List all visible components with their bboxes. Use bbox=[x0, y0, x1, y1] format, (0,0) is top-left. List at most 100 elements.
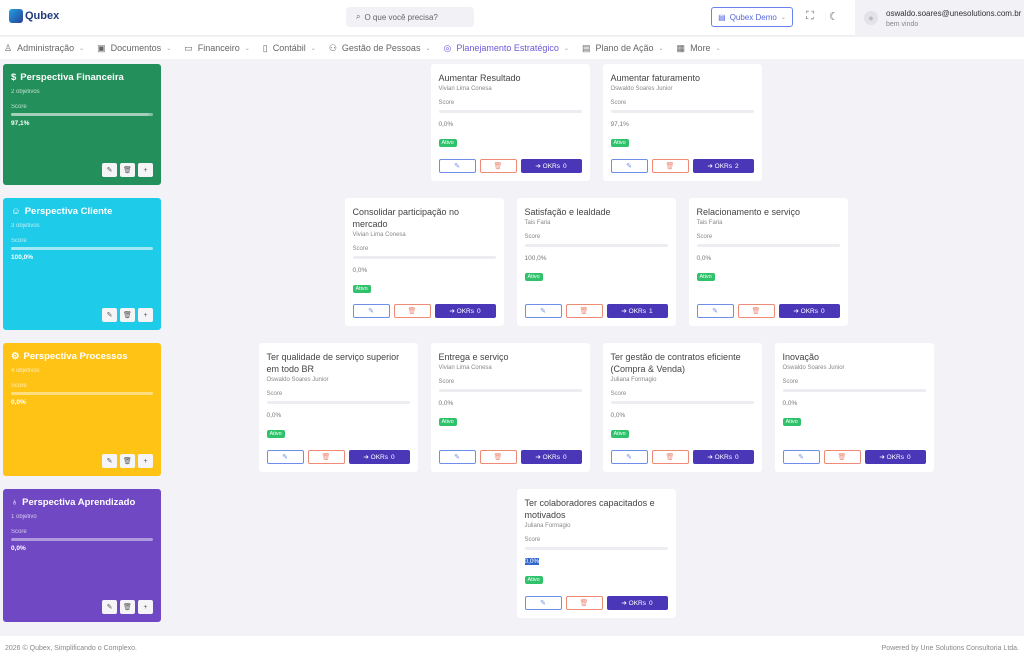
edit-button[interactable]: ✎ bbox=[782, 450, 820, 464]
fullscreen-icon[interactable]: ⛶ bbox=[806, 10, 814, 22]
score-bar bbox=[352, 256, 496, 259]
objective-card: Ter qualidade de serviço superior em tod… bbox=[258, 343, 418, 472]
okrs-button[interactable]: ➔ OKRs 0 bbox=[434, 304, 496, 318]
delete-button[interactable]: 🗑 bbox=[479, 159, 517, 173]
objectives-list: Ter qualidade de serviço superior em tod… bbox=[161, 343, 1021, 476]
search-input[interactable]: ⌕ O que você precisa? bbox=[346, 7, 474, 27]
edit-button[interactable]: ✎ bbox=[610, 159, 648, 173]
status-row: Ativo bbox=[352, 277, 496, 295]
delete-button[interactable]: 🗑 bbox=[120, 454, 135, 468]
nav-item-gest-o-de-pessoas[interactable]: ⚇ Gestão de Pessoas ⌄ bbox=[329, 43, 431, 54]
delete-button[interactable]: 🗑 bbox=[393, 304, 431, 318]
edit-button[interactable]: ✎ bbox=[102, 308, 117, 322]
edit-button[interactable]: ✎ bbox=[610, 450, 648, 464]
user-menu[interactable]: ● oswaldo.soares@unesolutions.com.br bem v… bbox=[855, 0, 1024, 36]
score-bar-fill bbox=[11, 113, 149, 116]
status-row: Ativo bbox=[266, 422, 410, 440]
delete-button[interactable]: 🗑 bbox=[651, 450, 689, 464]
okrs-button[interactable]: ➔ OKRs 0 bbox=[692, 450, 754, 464]
objective-owner: Juliana Formagio bbox=[610, 377, 657, 383]
nav-item-label: Contábil bbox=[272, 43, 306, 53]
score-bar bbox=[11, 392, 153, 395]
edit-button[interactable]: ✎ bbox=[102, 163, 117, 177]
delete-button[interactable]: 🗑 bbox=[651, 159, 689, 173]
objective-card: Ter gestão de contratos eficiente (Compr… bbox=[602, 343, 762, 472]
arrow-right-icon: ➔ bbox=[707, 454, 715, 461]
status-badge: Ativo bbox=[524, 273, 543, 281]
score-row: 0,0% bbox=[697, 247, 840, 265]
objective-title[interactable]: Relacionamento e serviço bbox=[696, 207, 801, 217]
okrs-button[interactable]: ➔ OKRs 0 bbox=[778, 304, 840, 318]
edit-button[interactable]: ✎ bbox=[266, 450, 304, 464]
edit-button[interactable]: ✎ bbox=[102, 454, 117, 468]
arrow-right-icon: ➔ bbox=[535, 454, 543, 461]
okrs-button[interactable]: ➔ OKRs 0 bbox=[606, 596, 668, 610]
edit-button[interactable]: ✎ bbox=[696, 304, 734, 318]
objective-title[interactable]: Inovação bbox=[782, 352, 820, 362]
delete-button[interactable]: 🗑 bbox=[120, 163, 135, 177]
delete-button[interactable]: 🗑 bbox=[737, 304, 775, 318]
footer-powered-by[interactable]: Powered by Une Solutions Consultoria Ltd… bbox=[881, 645, 1019, 652]
add-objective-button[interactable]: + bbox=[138, 308, 153, 322]
score-label: Score bbox=[782, 379, 799, 385]
logo[interactable]: Qubex bbox=[9, 9, 59, 23]
moon-icon[interactable]: ☾ bbox=[829, 11, 839, 23]
objective-title[interactable]: Ter gestão de contratos eficiente (Compr… bbox=[610, 352, 741, 374]
objective-title[interactable]: Aumentar Resultado bbox=[438, 73, 521, 83]
perspective-name: Perspectiva Financeira bbox=[20, 72, 124, 83]
score-bar bbox=[266, 401, 410, 404]
edit-button[interactable]: ✎ bbox=[102, 600, 117, 614]
trash-icon: 🗑 bbox=[579, 308, 589, 315]
book-icon: ▯ bbox=[262, 42, 268, 53]
objective-actions: ✎ 🗑 ➔ OKRs 0 bbox=[610, 450, 754, 464]
score-label: Score bbox=[11, 383, 27, 389]
edit-button[interactable]: ✎ bbox=[352, 304, 390, 318]
okrs-button[interactable]: ➔ OKRs 0 bbox=[348, 450, 410, 464]
delete-button[interactable]: 🗑 bbox=[120, 308, 135, 322]
delete-button[interactable]: 🗑 bbox=[479, 450, 517, 464]
trash-icon: 🗑 bbox=[665, 163, 675, 170]
objective-owner: Vivian Lima Conesa bbox=[438, 365, 492, 371]
gear-icon: ⚙ bbox=[11, 351, 20, 362]
nav-item-cont-bil[interactable]: ▯ Contábil ⌄ bbox=[263, 43, 316, 54]
okrs-button[interactable]: ➔ OKRs 0 bbox=[520, 450, 582, 464]
nav-item-plano-de-a-o[interactable]: ▤ Plano de Ação ⌄ bbox=[582, 43, 664, 54]
edit-button[interactable]: ✎ bbox=[438, 450, 476, 464]
delete-button[interactable]: 🗑 bbox=[565, 304, 603, 318]
okrs-label: OKRs bbox=[456, 307, 474, 315]
footer: 2026 © Qubex, Simplificando o Complexo. P… bbox=[0, 636, 1024, 661]
nav-item-financeiro[interactable]: ▭ Financeiro ⌄ bbox=[184, 43, 250, 54]
delete-button[interactable]: 🗑 bbox=[307, 450, 345, 464]
add-objective-button[interactable]: + bbox=[138, 163, 153, 177]
delete-button[interactable]: 🗑 bbox=[565, 596, 603, 610]
objective-actions: ✎ 🗑 ➔ OKRs 0 bbox=[696, 304, 840, 318]
edit-button[interactable]: ✎ bbox=[438, 159, 476, 173]
okrs-count: 0 bbox=[820, 307, 825, 315]
objective-title[interactable]: Aumentar faturamento bbox=[610, 73, 701, 83]
nav-item-documentos[interactable]: ▣ Documentos ⌄ bbox=[97, 43, 171, 54]
add-objective-button[interactable]: + bbox=[138, 600, 153, 614]
nav-item-planejamento-estrat-gico[interactable]: ◎ Planejamento Estratégico ⌄ bbox=[443, 43, 568, 54]
edit-button[interactable]: ✎ bbox=[524, 304, 562, 318]
status-badge: Ativo bbox=[782, 418, 801, 426]
company-select-button[interactable]: ▤ Qubex Demo ⌄ bbox=[711, 7, 793, 27]
okrs-button[interactable]: ➔ OKRs 0 bbox=[520, 159, 582, 173]
trash-icon: 🗑 bbox=[493, 454, 503, 461]
add-objective-button[interactable]: + bbox=[138, 454, 153, 468]
nav-item-more[interactable]: ▦ More ⌄ bbox=[677, 43, 721, 54]
delete-button[interactable]: 🗑 bbox=[823, 450, 861, 464]
objective-title[interactable]: Entrega e serviço bbox=[438, 352, 509, 362]
okrs-button[interactable]: ➔ OKRs 2 bbox=[692, 159, 754, 173]
objective-title[interactable]: Ter colaboradores capacitados e motivado… bbox=[524, 498, 655, 520]
status-badge: Ativo bbox=[696, 273, 715, 281]
okrs-button[interactable]: ➔ OKRs 1 bbox=[606, 304, 668, 318]
objective-title[interactable]: Consolidar participação no mercado bbox=[352, 207, 460, 229]
okrs-button[interactable]: ➔ OKRs 0 bbox=[864, 450, 926, 464]
delete-button[interactable]: 🗑 bbox=[120, 600, 135, 614]
objective-title[interactable]: Ter qualidade de serviço superior em tod… bbox=[266, 352, 400, 374]
nav-item-administra-o[interactable]: ♙ Administração ⌄ bbox=[4, 43, 84, 54]
trash-icon: 🗑 bbox=[321, 454, 331, 461]
edit-button[interactable]: ✎ bbox=[524, 596, 562, 610]
objective-title[interactable]: Satisfação e lealdade bbox=[524, 207, 611, 217]
score-bar bbox=[11, 113, 153, 116]
